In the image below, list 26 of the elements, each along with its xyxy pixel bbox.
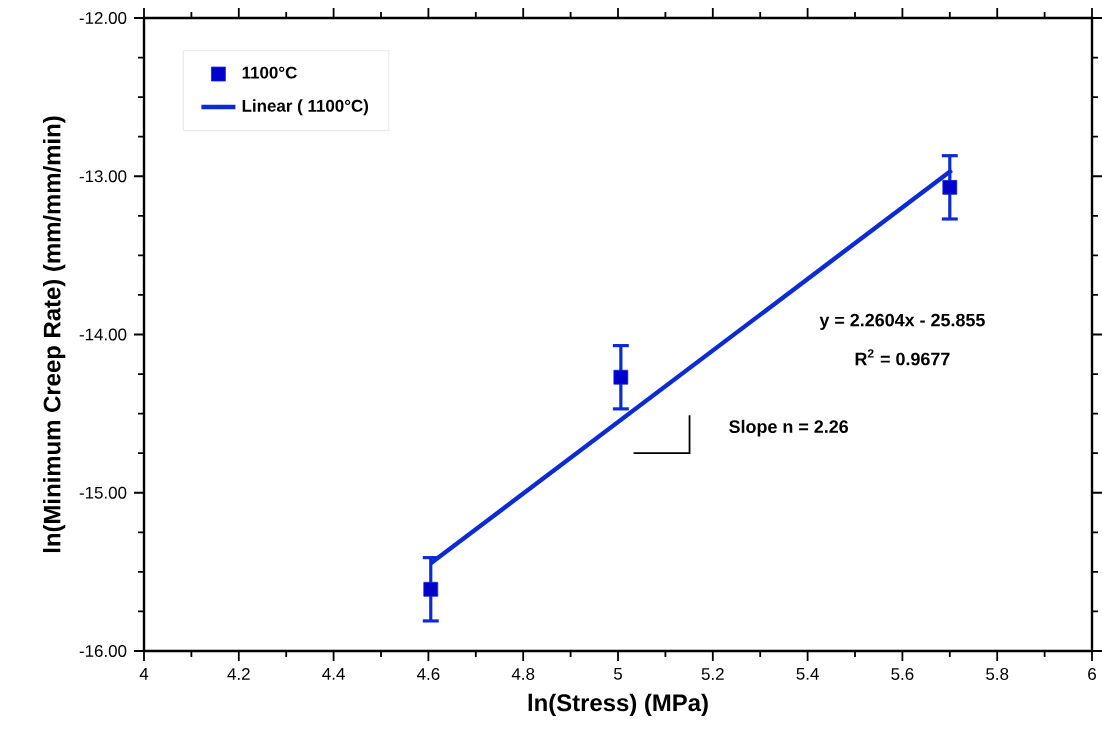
x-tick-label: 4.8 bbox=[511, 668, 535, 680]
x-tick-label: 5.4 bbox=[796, 668, 819, 680]
point bbox=[613, 369, 629, 385]
y-axis-title: ln(Minimum Creep Rate) (mm/mm/min) bbox=[43, 116, 66, 553]
annotation: y = 2.2604x - 25.855 bbox=[819, 313, 985, 330]
x-tick-label: 4 bbox=[139, 668, 149, 680]
y-tick-label: -15.00 bbox=[79, 486, 127, 499]
x-tick-label: 5 bbox=[613, 668, 623, 680]
x-axis-title: ln(Stress) (MPa) bbox=[528, 693, 708, 716]
x-tick-label: 6 bbox=[1088, 668, 1096, 680]
legend-label: 1100°C bbox=[242, 66, 297, 79]
point bbox=[942, 179, 958, 195]
annotation: Slope n = 2.26 bbox=[729, 419, 849, 437]
point bbox=[423, 581, 439, 597]
annotation: R$^{2}$ = 0.9677 bbox=[855, 349, 950, 366]
legend-label: Linear ( 1100°C) bbox=[242, 99, 368, 116]
x-tick-label: 5.2 bbox=[701, 668, 724, 680]
x-tick-label: 5.6 bbox=[891, 668, 914, 680]
x-tick-label: 4.2 bbox=[227, 668, 250, 680]
y-tick-label: -12.00 bbox=[79, 12, 127, 24]
y-tick-label: -13.00 bbox=[79, 170, 127, 183]
x-tick-label: 5.8 bbox=[986, 668, 1009, 680]
y-tick-label: -14.00 bbox=[79, 328, 127, 341]
x-tick-label: 4.4 bbox=[322, 668, 345, 680]
x-tick-label: 4.6 bbox=[417, 668, 440, 680]
y-tick-label: -16.00 bbox=[79, 645, 127, 657]
